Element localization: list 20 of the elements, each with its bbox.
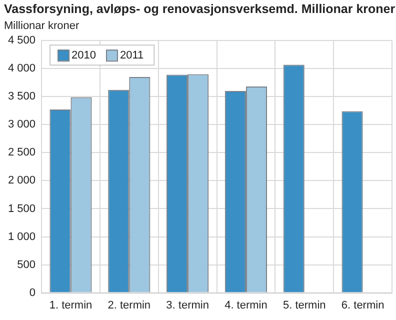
y-tick-label: 2 500: [8, 146, 36, 159]
x-tick-label: 6. termin: [341, 299, 384, 312]
legend-label: 2011: [120, 50, 144, 62]
x-tick-label: 2. termin: [108, 299, 151, 312]
y-tick-label: 2 000: [8, 174, 36, 187]
legend-label: 2010: [72, 50, 96, 62]
y-tick-label: 3 500: [8, 90, 36, 103]
x-tick-label: 3. termin: [166, 299, 209, 312]
x-tick-label: 1. termin: [49, 299, 92, 312]
y-tick-label: 4 000: [8, 62, 36, 75]
x-tick-label: 4. termin: [224, 299, 268, 312]
y-tick-label: 1 500: [8, 202, 36, 215]
y-tick-label: 4 500: [8, 34, 36, 47]
y-axis-title: Millionar kroner: [4, 20, 80, 32]
y-tick-label: 0: [29, 286, 36, 299]
y-tick-label: 3 000: [8, 118, 36, 131]
y-tick-label: 500: [17, 258, 36, 271]
x-tick-label: 5. termin: [282, 299, 326, 312]
chart-title: Vassforsyning, avløps- og renovasjonsverksemd. Millionar kroner: [4, 2, 396, 16]
y-tick-label: 1 000: [8, 230, 36, 243]
